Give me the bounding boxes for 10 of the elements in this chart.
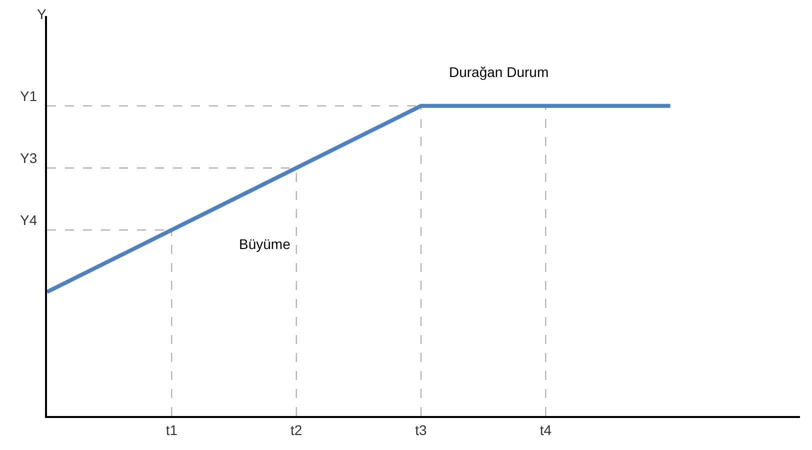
x-tick-label: t2 xyxy=(290,422,302,438)
x-tick-label: t4 xyxy=(540,422,552,438)
x-tick-label: t3 xyxy=(415,422,428,438)
x-tick-label: t1 xyxy=(166,422,178,438)
ref-line-label: Y1 xyxy=(20,88,38,104)
ref-line-label: Y4 xyxy=(20,212,38,228)
annotation: Büyüme xyxy=(239,236,291,252)
text: Y xyxy=(37,6,47,22)
ref-line-label: Y3 xyxy=(20,150,38,166)
text: Durağan Durum xyxy=(449,64,549,80)
